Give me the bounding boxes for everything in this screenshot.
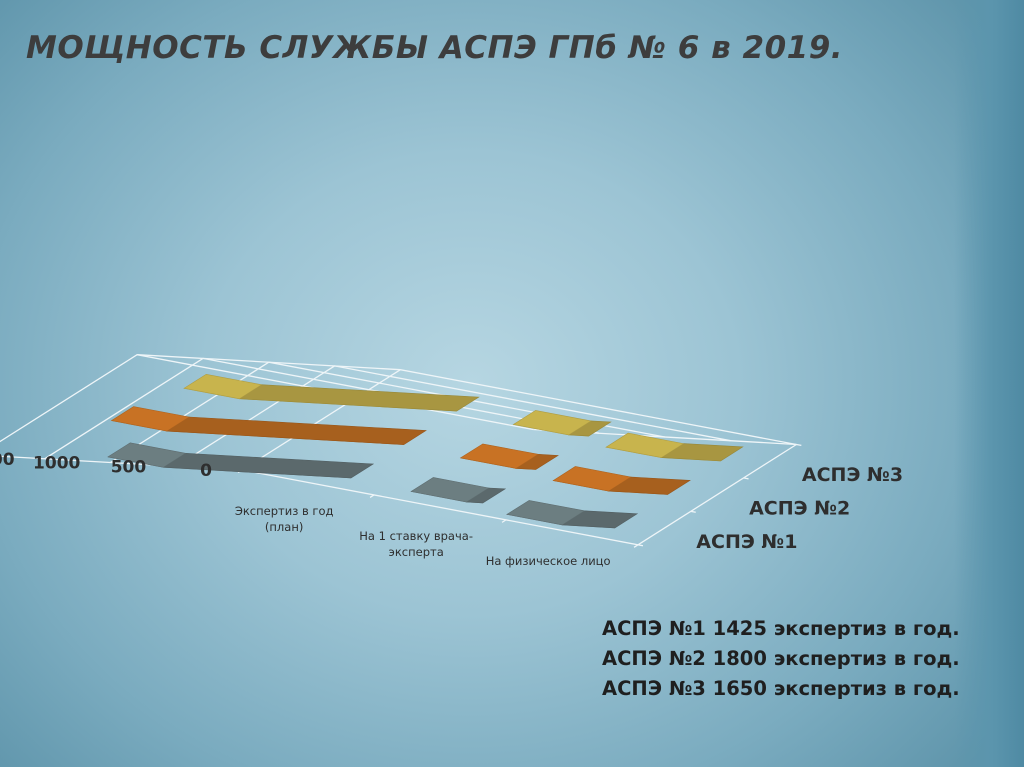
series-label: АСПЭ №2 xyxy=(749,498,850,520)
series-tick xyxy=(637,544,644,547)
x-tick-label-line: Экспертиз в год xyxy=(235,504,334,518)
background-edge-strip xyxy=(954,0,1024,767)
series-tick xyxy=(743,477,749,480)
note-line-3: АСПЭ №3 1650 экспертиз в год. xyxy=(602,677,960,700)
series-tick xyxy=(796,443,802,447)
bar xyxy=(110,406,427,445)
bar xyxy=(506,500,639,529)
summary-notes: АСПЭ №1 1425 экспертиз в год. АСПЭ №2 18… xyxy=(602,614,960,704)
series-label: АСПЭ №3 xyxy=(802,464,903,486)
bar xyxy=(552,466,691,495)
bar-face-top xyxy=(410,477,490,503)
bar-face-top xyxy=(459,443,540,469)
x-tick-label-line: На физическое лицо xyxy=(486,554,611,568)
x-tick-label-line: На 1 ставку врача- xyxy=(359,529,473,543)
x-tick-label: Экспертиз в год (план) xyxy=(235,504,334,534)
x-tick-label: На 1 ставку врача-эксперта xyxy=(359,529,473,559)
y-tick-label: 500 xyxy=(111,457,147,477)
bar-face-top xyxy=(512,410,592,436)
bar xyxy=(459,443,559,470)
note-line-1: АСПЭ №1 1425 экспертиз в год. xyxy=(602,617,960,640)
bar xyxy=(512,410,612,437)
bar-face-top xyxy=(110,406,190,432)
slide-title: МОЩНОСТЬ СЛУЖБЫ АСПЭ ГПб № 6 в 2019. xyxy=(26,30,844,66)
bar-face-top xyxy=(183,373,263,400)
note-line-2: АСПЭ №2 1800 экспертиз в год. xyxy=(602,647,960,670)
category-tick xyxy=(501,519,507,523)
axis-line xyxy=(137,354,401,371)
bar xyxy=(183,373,480,412)
category-tick xyxy=(369,494,375,498)
bar-face-top xyxy=(107,442,187,468)
y-tick-label: 1000 xyxy=(33,454,80,474)
series-label: АСПЭ №1 xyxy=(696,531,797,553)
bar-face-side xyxy=(162,452,375,479)
bar xyxy=(410,477,507,504)
chart-bars xyxy=(107,373,744,529)
bar-face-top xyxy=(506,500,586,526)
chart-labels: 0500100015002000Экспертиз в год(план)На … xyxy=(0,450,903,568)
x-tick-label-line: (план) xyxy=(265,520,303,534)
series-tick xyxy=(690,510,696,513)
bar-face-top xyxy=(552,466,632,492)
bar-face-side xyxy=(165,416,427,445)
category-tick xyxy=(633,544,639,548)
bar xyxy=(107,442,375,479)
bar-face-top xyxy=(605,432,685,458)
y-tick-label: 1500 xyxy=(0,450,15,470)
bar-face-side xyxy=(238,384,480,412)
x-tick-label-line: эксперта xyxy=(389,545,444,559)
x-tick-label: На физическое лицо xyxy=(486,554,611,568)
y-tick-label: 0 xyxy=(200,461,212,481)
bar xyxy=(605,432,744,462)
